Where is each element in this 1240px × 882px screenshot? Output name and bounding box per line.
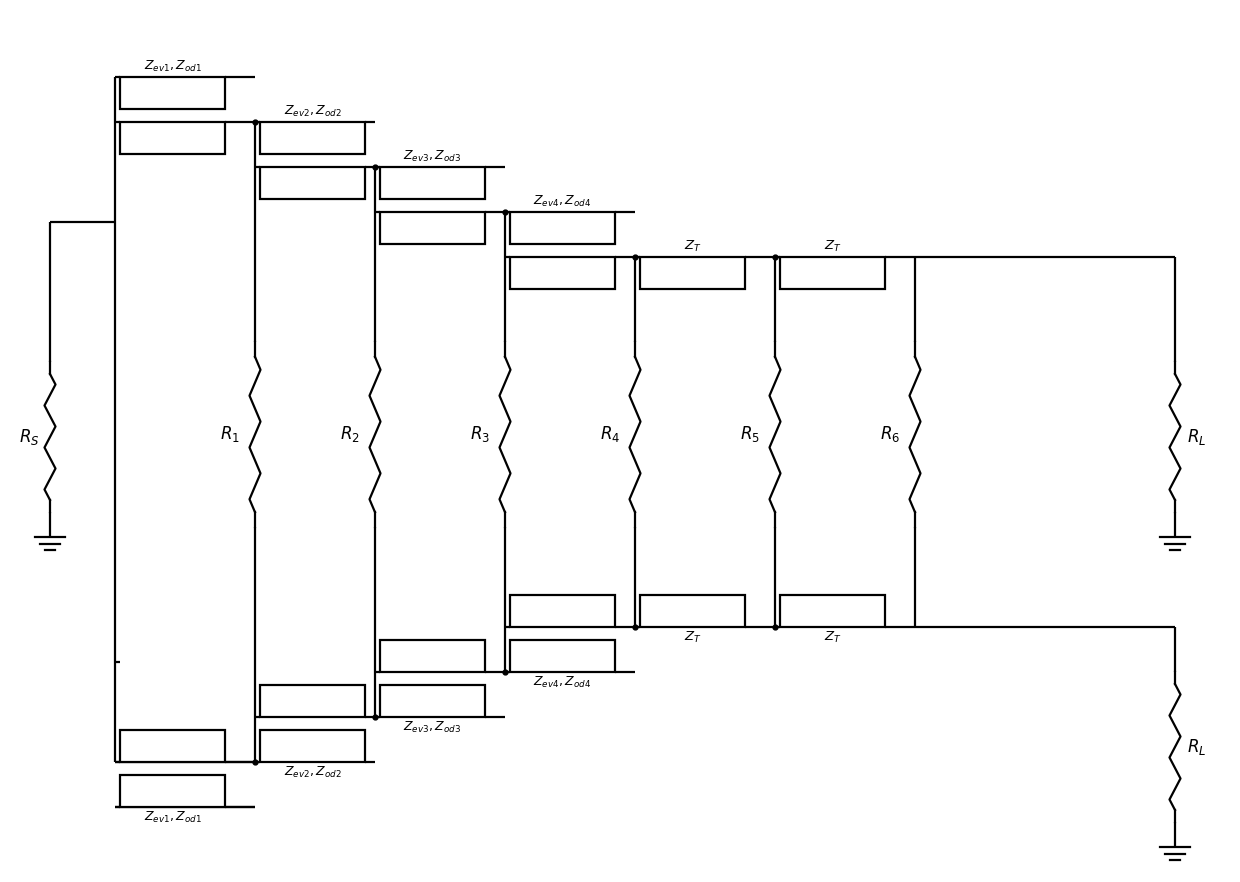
Text: $Z_{ev4},Z_{od4}$: $Z_{ev4},Z_{od4}$ <box>533 675 591 690</box>
Text: $R_S$: $R_S$ <box>20 427 40 447</box>
Bar <box>640 257 745 289</box>
Bar <box>379 167 485 199</box>
Text: $R_2$: $R_2$ <box>340 424 360 445</box>
Text: $Z_{ev3},Z_{od3}$: $Z_{ev3},Z_{od3}$ <box>403 720 461 735</box>
Bar <box>260 730 365 762</box>
Text: $R_L$: $R_L$ <box>1187 427 1207 447</box>
Text: $Z_{ev3},Z_{od3}$: $Z_{ev3},Z_{od3}$ <box>403 149 461 164</box>
Text: $Z_T$: $Z_T$ <box>683 239 702 254</box>
Bar <box>780 257 885 289</box>
Bar <box>510 257 615 289</box>
Text: $Z_{ev2},Z_{od2}$: $Z_{ev2},Z_{od2}$ <box>284 765 341 780</box>
Text: $Z_T$: $Z_T$ <box>823 630 841 645</box>
Text: $R_1$: $R_1$ <box>219 424 241 445</box>
Bar <box>640 595 745 627</box>
Bar <box>379 212 485 244</box>
Text: $R_6$: $R_6$ <box>880 424 900 445</box>
Bar <box>120 122 224 154</box>
Bar <box>510 212 615 244</box>
Bar <box>120 730 224 762</box>
Text: $R_4$: $R_4$ <box>600 424 620 445</box>
Text: $Z_{ev4},Z_{od4}$: $Z_{ev4},Z_{od4}$ <box>533 194 591 209</box>
Text: $Z_{ev2},Z_{od2}$: $Z_{ev2},Z_{od2}$ <box>284 104 341 119</box>
Text: $R_3$: $R_3$ <box>470 424 490 445</box>
Bar <box>120 775 224 807</box>
Bar <box>510 640 615 672</box>
Text: $Z_{ev1},Z_{od1}$: $Z_{ev1},Z_{od1}$ <box>144 810 201 825</box>
Text: $R_5$: $R_5$ <box>740 424 760 445</box>
Text: $Z_T$: $Z_T$ <box>683 630 702 645</box>
Text: $Z_T$: $Z_T$ <box>823 239 841 254</box>
Text: $Z_{ev1},Z_{od1}$: $Z_{ev1},Z_{od1}$ <box>144 59 201 74</box>
Bar <box>260 122 365 154</box>
Bar <box>379 685 485 717</box>
Bar <box>260 685 365 717</box>
Bar <box>260 167 365 199</box>
Text: $R_L$: $R_L$ <box>1187 737 1207 757</box>
Bar <box>120 77 224 109</box>
Bar <box>780 595 885 627</box>
Bar <box>510 595 615 627</box>
Bar <box>379 640 485 672</box>
